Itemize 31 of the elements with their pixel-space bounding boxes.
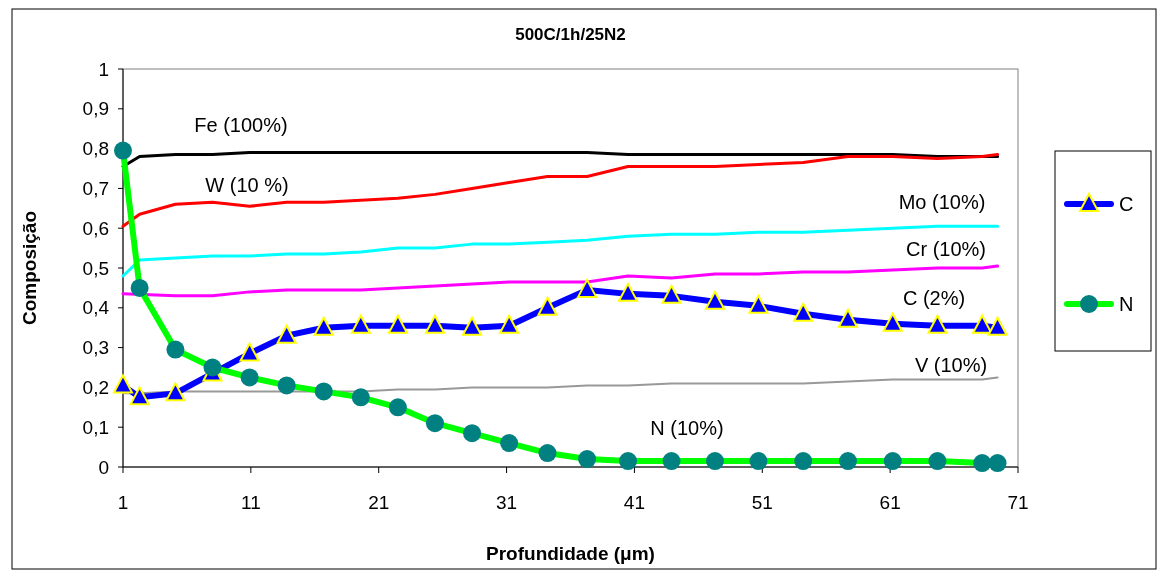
annotation: Fe (100%) — [194, 114, 288, 136]
y-tick-label: 0,4 — [82, 297, 110, 319]
y-tick-label: 0,5 — [82, 257, 109, 279]
y-tick-label: 0,9 — [82, 98, 109, 120]
x-tick-label: 51 — [751, 492, 773, 513]
y-tick-label: 1 — [98, 58, 109, 80]
x-tick-label: 61 — [879, 492, 901, 513]
y-axis-title: Composição — [19, 210, 40, 326]
x-tick-label: 31 — [496, 492, 518, 513]
legend-label: N — [1119, 293, 1134, 315]
annotation: N (10%) — [650, 417, 724, 439]
x-tick-label: 21 — [368, 492, 390, 513]
y-tick-label: 0,6 — [82, 217, 109, 239]
y-tick-label: 0,3 — [82, 337, 109, 359]
y-tick-label: 0,2 — [82, 377, 109, 399]
annotation: C (2%) — [902, 287, 966, 309]
x-tick-label: 11 — [240, 492, 261, 513]
y-tick-label: 0,1 — [82, 416, 109, 438]
x-axis-title: Profundidade (μm) — [486, 543, 655, 564]
annotation: V (10%) — [914, 354, 988, 376]
x-tick-label: 71 — [1007, 492, 1029, 513]
annotation: Cr (10%) — [905, 238, 987, 260]
annotation: W (10 %) — [205, 174, 289, 196]
chart-title: 500C/1h/25N2 — [515, 25, 626, 44]
y-tick-label: 0,7 — [82, 178, 109, 200]
legend-label: C — [1119, 193, 1134, 215]
annotation: Mo (10%) — [898, 191, 986, 213]
y-tick-label: 0,8 — [82, 138, 109, 160]
x-tick-label: 1 — [117, 492, 129, 513]
x-tick-label: 41 — [623, 492, 645, 513]
y-tick-label: 0 — [98, 456, 109, 478]
